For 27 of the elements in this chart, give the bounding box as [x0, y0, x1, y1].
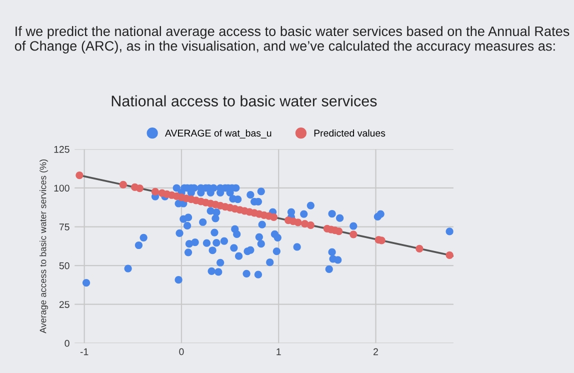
point [151, 188, 160, 196]
x-tick-label: -1 [80, 348, 88, 356]
text: If we predict the national average access to basic water services based on the Annual Rates of Change (ARC), as in the visualisation, and we’ve calculated the accuracy measures as: [14, 26, 570, 54]
point [119, 180, 127, 189]
x-tick-label: 2 [374, 348, 378, 356]
legend-label: AVERAGE of wat_bas_u [164, 129, 272, 138]
point [301, 220, 309, 228]
point [350, 230, 358, 238]
point [416, 244, 424, 252]
y-tick-label: 25 [59, 301, 70, 308]
x-tick-label: 0 [179, 348, 184, 356]
point [335, 227, 343, 236]
y-tick-label: 125 [54, 146, 70, 153]
y-tick-label: 0 [64, 340, 70, 347]
y-axis-title: Average access to basic water services (%) [40, 160, 48, 334]
point [294, 218, 302, 226]
point [446, 251, 454, 259]
point [76, 171, 84, 180]
legend-label: Predicted values [314, 129, 386, 137]
point [270, 213, 278, 221]
y-tick-label: 75 [59, 224, 70, 230]
y-tick-label: 100 [54, 184, 70, 192]
y-tick-label: 50 [59, 262, 70, 270]
chart-title: National access to basic water services [112, 95, 377, 106]
point [306, 221, 314, 230]
x-tick-label: 1 [276, 348, 281, 356]
point [136, 184, 144, 192]
